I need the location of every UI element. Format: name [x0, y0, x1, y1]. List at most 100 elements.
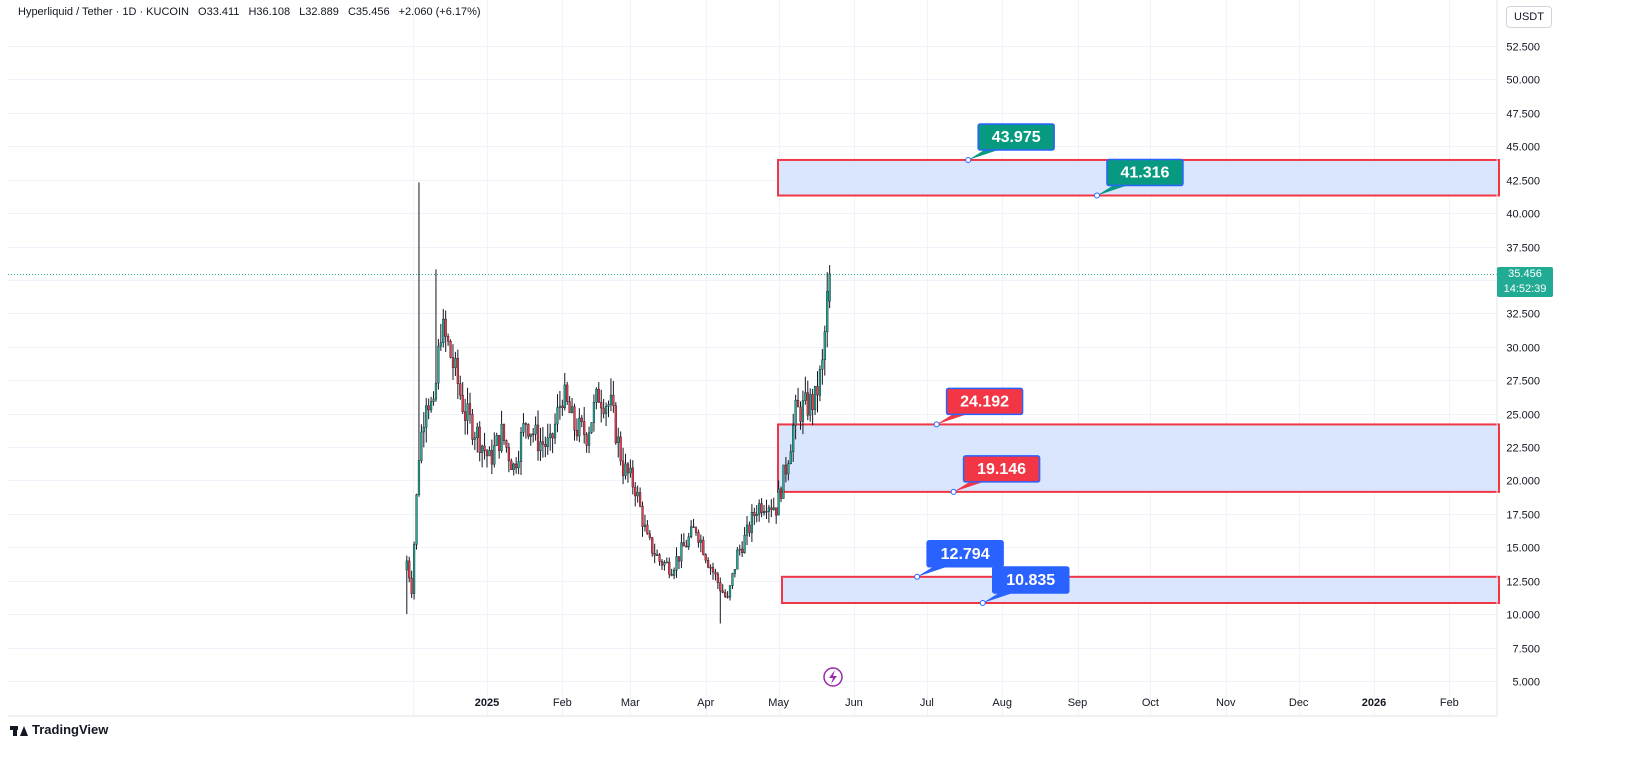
candle-body: [726, 596, 729, 598]
symbol-header: Hyperliquid / Tether · 1D · KUCOIN O33.4…: [18, 6, 487, 18]
candle-body: [828, 273, 831, 302]
candle-body: [583, 421, 586, 435]
candle-body: [609, 394, 613, 405]
y-tick-label: 27.500: [1506, 376, 1540, 388]
candle-body: [519, 432, 523, 462]
candle-body: [702, 539, 705, 555]
candles: [405, 182, 831, 624]
y-tick-label: 50.000: [1506, 75, 1540, 87]
candle-body: [794, 399, 797, 426]
y-tick-label: 32.500: [1506, 309, 1540, 321]
candle-body: [602, 407, 605, 414]
candle-body: [546, 437, 549, 447]
candle-body: [641, 505, 644, 527]
candle-body: [578, 417, 581, 437]
candle-body: [673, 569, 676, 576]
label-text: 41.316: [1120, 165, 1169, 182]
candle-body: [415, 494, 418, 545]
zone-rect: [781, 575, 1500, 604]
zone-price-label: 43.975: [965, 123, 1055, 163]
candle-body: [638, 492, 642, 507]
candle-body: [604, 406, 608, 414]
candle-body: [692, 526, 695, 528]
candle-body: [563, 384, 566, 409]
candle-body: [544, 443, 547, 447]
y-tick-label: 20.000: [1506, 476, 1540, 488]
candle-body: [585, 434, 588, 446]
label-box: [962, 455, 1041, 483]
label-text: 24.192: [960, 393, 1009, 410]
candle-body: [439, 342, 442, 347]
label-box: [926, 540, 1004, 568]
label-text: 19.146: [977, 461, 1026, 478]
y-tick-label: 7.500: [1512, 644, 1540, 656]
candle-body: [813, 385, 817, 410]
symbol-name[interactable]: Hyperliquid / Tether · 1D · KUCOIN: [18, 6, 189, 18]
candle-body: [697, 532, 700, 543]
candle-body: [648, 533, 651, 538]
x-tick-label: Jul: [920, 697, 934, 709]
candle-body: [748, 524, 751, 533]
candle-body: [796, 399, 800, 408]
candle-body: [456, 357, 459, 384]
candle-body: [787, 463, 790, 475]
candle-body: [534, 424, 537, 435]
x-tick-label: Apr: [697, 697, 714, 709]
x-tick-label: Sep: [1068, 697, 1088, 709]
ohlc-high: H36.108: [248, 6, 291, 18]
y-tick-label: 17.500: [1506, 510, 1540, 522]
candle-body: [617, 436, 620, 444]
candle-body: [444, 318, 447, 337]
ohlc-low: L32.889: [299, 6, 339, 18]
x-tick-label: Oct: [1142, 697, 1159, 709]
candle-body: [527, 424, 530, 437]
label-anchor-dot: [965, 156, 972, 163]
last-price-value: 35.456: [1508, 268, 1542, 280]
candle-body: [471, 414, 474, 440]
candle-body: [437, 345, 440, 384]
candle-body: [408, 560, 411, 579]
candle-body: [677, 556, 681, 562]
lightning-icon[interactable]: [823, 667, 843, 687]
candle-body: [575, 430, 579, 437]
zone-labels: 43.975 41.316 24.192 19.146 12.794 10.835: [914, 123, 1184, 606]
zone-price-label: 41.316: [1093, 158, 1184, 199]
zone-price-label: 10.835: [979, 566, 1070, 606]
candle-body: [468, 403, 472, 415]
tradingview-logo[interactable]: TradingView: [10, 722, 108, 737]
candle-body: [660, 561, 664, 566]
candle-body: [570, 406, 574, 413]
candle-body: [767, 507, 770, 512]
lightning-icon-bolt: [829, 670, 837, 684]
candle-body: [629, 467, 632, 474]
label-text: 12.794: [941, 546, 990, 563]
candle-body: [420, 431, 423, 461]
candle-body: [690, 526, 693, 538]
y-tick-label: 30.000: [1506, 343, 1540, 355]
y-tick-label: 40.000: [1506, 209, 1540, 221]
candle-body: [422, 426, 425, 433]
candle-body: [600, 402, 603, 409]
candle-body: [731, 573, 734, 587]
candle-body: [466, 403, 469, 421]
candle-body: [592, 402, 596, 423]
label-text: 10.835: [1006, 572, 1055, 589]
candle-body: [493, 445, 496, 465]
candle-body: [505, 440, 508, 448]
candle-body: [753, 512, 756, 516]
candle-body: [481, 445, 484, 453]
candle-body: [777, 488, 780, 516]
candle-body: [670, 574, 673, 576]
candle-body: [473, 437, 476, 440]
label-box: [991, 566, 1070, 594]
candle-body: [500, 424, 503, 451]
candle-body: [721, 590, 724, 593]
candle-body: [464, 411, 467, 421]
candle-body: [624, 463, 627, 476]
candle-body: [568, 401, 571, 413]
candle-body: [566, 384, 569, 402]
zone-rect: [777, 423, 1500, 493]
currency-selector[interactable]: USDT: [1506, 6, 1552, 28]
candle-body: [495, 435, 498, 446]
